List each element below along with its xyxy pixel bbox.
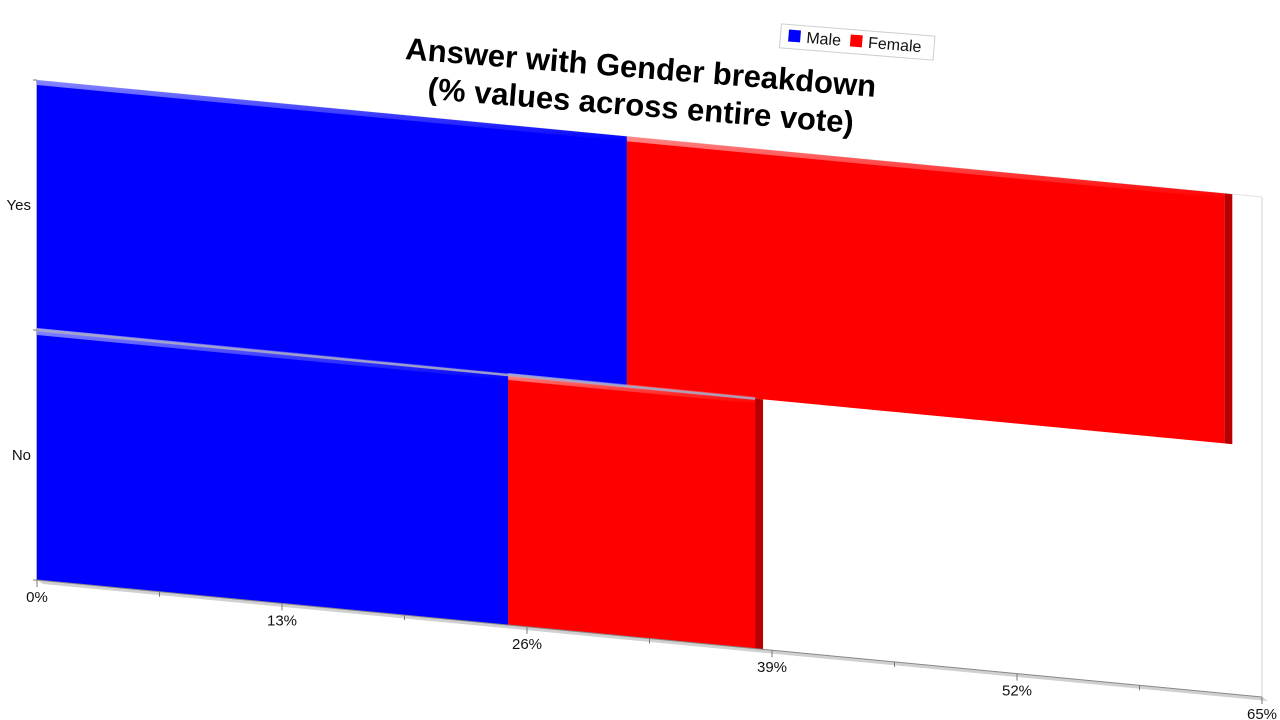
- legend-swatch-male: [788, 29, 801, 43]
- legend: Male Female: [778, 23, 936, 61]
- x-tick-label: 39%: [757, 659, 787, 676]
- legend-label-male: Male: [806, 30, 842, 50]
- x-axis-floor: [37, 580, 1268, 701]
- bar-male-no: [37, 328, 517, 626]
- category-label-yes: Yes: [7, 197, 31, 214]
- x-tick-label: 65%: [1247, 706, 1277, 720]
- bar-top-highlight: [626, 134, 1225, 199]
- bar-front-face: [37, 80, 627, 387]
- x-tick-label: 13%: [267, 612, 297, 629]
- bar-side-face: [755, 398, 764, 650]
- category-label-no: No: [12, 447, 31, 464]
- x-tick-label: 26%: [512, 636, 542, 653]
- x-tick-label: 0%: [26, 589, 48, 606]
- legend-swatch-female: [849, 34, 863, 48]
- bar-front-face: [626, 136, 1225, 444]
- bar-front-face: [37, 330, 509, 625]
- x-tick-label: 52%: [1002, 683, 1032, 700]
- bar-top-highlight: [37, 78, 627, 142]
- legend-label-female: Female: [867, 35, 922, 56]
- bar-female-yes: [626, 134, 1233, 445]
- bar-female-no: [508, 373, 764, 650]
- category-separator: [36, 328, 756, 400]
- bars: [36, 78, 1233, 650]
- category-axis: Yes No: [7, 79, 37, 581]
- bar-front-face: [508, 375, 756, 649]
- x-axis: 0% 13% 26% 39% 52% 65%: [26, 579, 1277, 720]
- bar-side-face: [1224, 193, 1233, 445]
